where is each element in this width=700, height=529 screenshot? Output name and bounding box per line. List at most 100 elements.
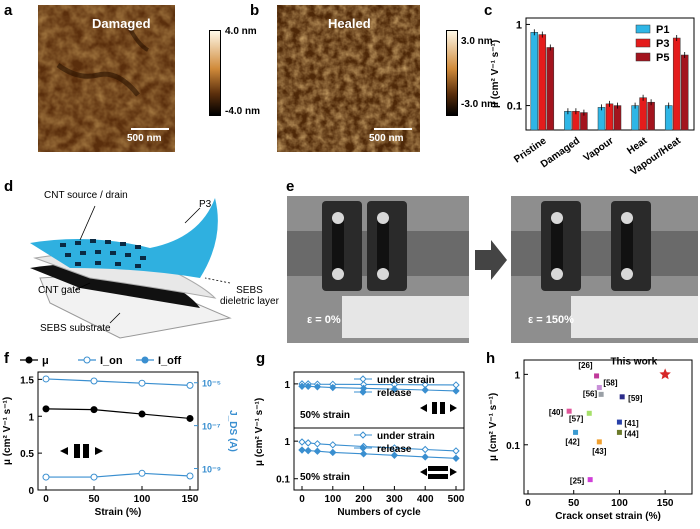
- x-tick-label: 150: [657, 498, 674, 509]
- y-tick-label: 1: [514, 370, 520, 381]
- ioff-line: [46, 472, 191, 478]
- scatter-point: [619, 394, 625, 400]
- scatter-label: [40]: [549, 408, 564, 417]
- strain-label-right: ε = 150%: [528, 314, 574, 326]
- ion-line: [45, 378, 191, 387]
- annotation-line: [74, 282, 91, 291]
- colorbar-b: [446, 30, 458, 116]
- panel-c-label: c: [484, 2, 493, 19]
- y-tick-label: 1: [28, 412, 34, 423]
- x-tick-label: 200: [355, 494, 372, 505]
- legend-swatch: [635, 24, 651, 34]
- legend-label: I_off: [158, 355, 182, 367]
- x-axis-label: Numbers of cycle: [337, 507, 421, 518]
- strain-icon: [432, 402, 437, 414]
- mu-point: [186, 414, 194, 422]
- scatter-point: [596, 385, 602, 391]
- scatter-point: [594, 373, 600, 379]
- series-point: [452, 381, 460, 389]
- scatter-label: [26]: [578, 361, 593, 370]
- cnt-gate-layer: [30, 264, 200, 308]
- ioff-point: [138, 469, 146, 477]
- legend-marker: [359, 431, 367, 439]
- label-cnt-gate: CNT gate: [38, 285, 81, 296]
- bar: [631, 105, 639, 131]
- y-tick-label: 1: [284, 437, 290, 448]
- strain-icon: [440, 402, 445, 414]
- legend-marker: [83, 356, 91, 364]
- x-tick-label: 100: [134, 494, 151, 505]
- annotation-line: [79, 205, 96, 241]
- strain-label-left: ε = 0%: [307, 314, 341, 326]
- annotation-line: [184, 207, 201, 224]
- y-tick-label: 0.1: [276, 475, 290, 486]
- y-axis-label-right: J_DS (A): [227, 410, 238, 452]
- x-tick-label: 0: [299, 494, 305, 505]
- scatter-point: [659, 368, 671, 380]
- legend-label: under strain: [377, 375, 435, 386]
- strain-arrows-icon: [60, 447, 103, 455]
- y-tick-label-right: 10⁻⁹: [202, 465, 221, 475]
- stretcher-photo-left: [287, 196, 469, 343]
- legend-label: P5: [656, 52, 669, 64]
- series-point: [329, 383, 337, 392]
- y-axis-label: μ (cm² V⁻¹ s⁻¹): [490, 40, 501, 108]
- panel-a-label: a: [4, 2, 13, 19]
- scatter-point: [573, 429, 579, 435]
- scale-bar: [374, 128, 412, 130]
- legend-label: under strain: [377, 431, 435, 442]
- bar: [605, 103, 614, 131]
- scatter-label: [43]: [592, 447, 607, 456]
- panel-e-label: e: [286, 178, 295, 195]
- legend-swatch: [635, 52, 651, 62]
- series-point: [421, 381, 429, 389]
- legend-label: release: [377, 444, 412, 455]
- p3-layer: [30, 198, 218, 278]
- bar: [597, 107, 606, 131]
- mu-point: [138, 410, 146, 418]
- series-point: [359, 450, 368, 458]
- scatter-point: [616, 429, 622, 435]
- bar: [639, 97, 647, 131]
- series-point: [390, 385, 399, 393]
- scale-bar: [131, 128, 169, 130]
- legend-label: P3: [656, 38, 669, 50]
- series-point: [421, 453, 429, 461]
- scatter-label: [56]: [583, 389, 598, 398]
- x-tick-label: 100: [324, 494, 341, 505]
- mu-line: [45, 408, 191, 420]
- legend-label: μ: [42, 355, 49, 367]
- series-point: [304, 382, 312, 390]
- series-point: [421, 386, 429, 394]
- x-tick-label: 0: [43, 494, 49, 505]
- chart-f-line: 0 50 100 150 Strain (%) 0 0.5 1 1.5 μ (cm² V⁻¹ s⁻…: [2, 355, 238, 518]
- ioff-point: [90, 473, 98, 481]
- ioff-point: [186, 472, 194, 480]
- series-point: [298, 446, 306, 454]
- annotation-line: [109, 312, 121, 324]
- afm-damaged-image: [38, 5, 175, 152]
- afm-healed-texture: [277, 5, 420, 152]
- colorbar-b-max: 3.0 nm: [461, 36, 493, 47]
- series-point: [452, 454, 460, 462]
- scatter-label: [44]: [624, 429, 639, 438]
- y-axis-label-left: μ (cm² V⁻¹ s⁻¹): [2, 397, 13, 465]
- afm-damaged-title: Damaged: [92, 16, 151, 31]
- colorbar-a-min: -4.0 nm: [225, 106, 261, 117]
- series-point: [329, 441, 337, 449]
- panel-f-label: f: [4, 350, 9, 367]
- legend-marker: [25, 356, 33, 364]
- legend-marker: [359, 375, 367, 383]
- ion-point: [186, 381, 194, 389]
- bar: [672, 37, 681, 131]
- colorbar-a: [209, 30, 221, 116]
- y-tick-label: 0.1: [507, 101, 522, 113]
- panel-h-label: h: [486, 350, 496, 367]
- chart-h-scatter: 0 50 100 150 Crack onset strain (%) 0.1 1 μ (cm…: [488, 356, 693, 522]
- y-axis-label: μ (cm² V⁻¹ s⁻¹): [254, 398, 265, 466]
- x-tick-label: 0: [525, 498, 531, 509]
- x-tick-label: 50: [88, 494, 100, 505]
- scatter-point: [587, 477, 593, 483]
- scatter-label: [42]: [565, 437, 580, 446]
- x-tick-label: 400: [417, 494, 434, 505]
